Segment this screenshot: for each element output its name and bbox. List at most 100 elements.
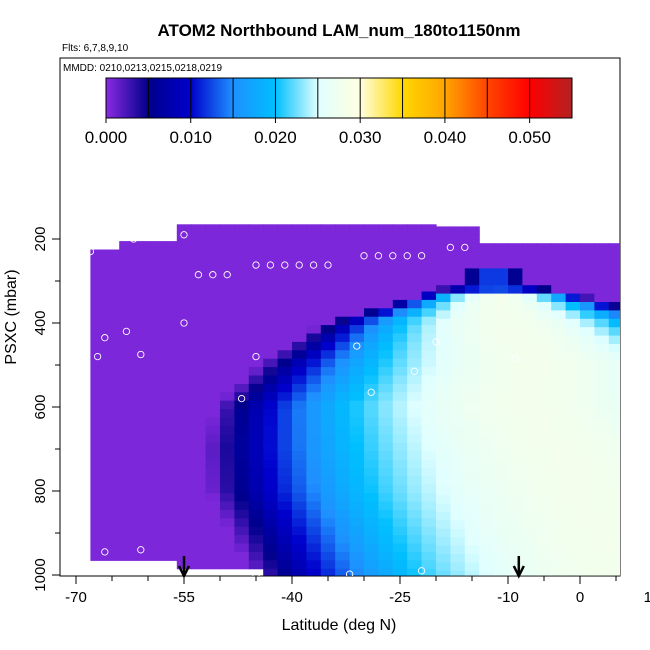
heatmap-cell xyxy=(306,283,322,293)
heatmap-cell xyxy=(176,392,192,402)
heatmap-cell xyxy=(277,299,293,309)
heatmap-cell xyxy=(522,360,538,370)
heatmap-cell xyxy=(176,518,192,528)
heatmap-cell xyxy=(623,327,638,336)
heatmap-cell xyxy=(148,509,163,519)
heatmap-cell xyxy=(450,545,466,555)
heatmap-cell xyxy=(536,478,552,488)
heatmap-cell xyxy=(306,341,322,351)
heatmap-cell xyxy=(493,554,509,563)
heatmap-cell xyxy=(263,341,279,351)
heatmap-cell xyxy=(176,400,192,410)
heatmap-cell xyxy=(464,512,480,521)
heatmap-cell xyxy=(234,526,250,536)
heatmap-cell xyxy=(580,411,595,421)
heatmap-cell xyxy=(90,325,106,335)
heatmap-cell xyxy=(90,249,106,259)
x-tick-label: -70 xyxy=(65,589,87,606)
heatmap-cell xyxy=(493,386,509,395)
heatmap-cell xyxy=(450,344,466,353)
heatmap-cell xyxy=(450,268,466,278)
heatmap-cell xyxy=(522,478,538,488)
heatmap-cell xyxy=(104,274,120,284)
heatmap-cell xyxy=(479,260,495,269)
heatmap-cell xyxy=(378,501,394,511)
heatmap-cell xyxy=(623,529,638,538)
heatmap-cell xyxy=(220,535,235,545)
heatmap-cell xyxy=(608,310,620,320)
heatmap-cell xyxy=(508,545,523,555)
heatmap-cell xyxy=(90,299,106,309)
heatmap-cell xyxy=(436,310,451,320)
heatmap-cell xyxy=(364,299,379,309)
heatmap-cell xyxy=(364,350,379,360)
heatmap-cell xyxy=(119,241,135,251)
heatmap-cell xyxy=(565,436,581,446)
heatmap-cell xyxy=(119,266,135,276)
heatmap-cell xyxy=(594,285,610,295)
heatmap-cell xyxy=(594,369,610,379)
heatmap-cell xyxy=(277,442,293,452)
heatmap-cell xyxy=(421,316,437,326)
heatmap-cell xyxy=(580,394,595,404)
heatmap-cell xyxy=(263,375,279,385)
heatmap-cell xyxy=(104,459,120,469)
heatmap-cell xyxy=(234,308,250,318)
heatmap-cell xyxy=(191,551,207,561)
heatmap-cell xyxy=(292,350,307,360)
heatmap-cell xyxy=(378,509,394,519)
heatmap-cell xyxy=(392,509,408,519)
heatmap-cell xyxy=(378,299,394,309)
heatmap-cell xyxy=(133,375,149,385)
heatmap-cell xyxy=(436,495,451,505)
heatmap-cell xyxy=(565,444,581,454)
heatmap-cell xyxy=(450,562,466,572)
heatmap-cell xyxy=(349,341,365,351)
heatmap-cell xyxy=(421,325,437,335)
heatmap-cell xyxy=(608,503,620,513)
heatmap-cell xyxy=(594,512,610,521)
heatmap-cell xyxy=(191,425,207,435)
heatmap-cell xyxy=(623,310,638,319)
heatmap-cell xyxy=(162,526,178,536)
heatmap-cell xyxy=(493,243,509,253)
heatmap-cell xyxy=(608,470,620,479)
heatmap-cell xyxy=(234,316,250,326)
heatmap-cell xyxy=(162,249,178,259)
heatmap-cell xyxy=(349,325,365,335)
heatmap-cell xyxy=(580,360,595,370)
heatmap-cell xyxy=(248,375,264,385)
heatmap-cell xyxy=(536,470,552,479)
heatmap-cell xyxy=(551,268,567,278)
heatmap-cell xyxy=(638,487,650,496)
heatmap-cell xyxy=(248,266,264,276)
heatmap-cell xyxy=(421,266,437,276)
heatmap-cell xyxy=(392,350,408,360)
heatmap-cell xyxy=(320,341,336,351)
heatmap-cell xyxy=(407,560,423,570)
heatmap-cell xyxy=(464,344,480,353)
heatmap-cell xyxy=(205,400,221,410)
heatmap-cell xyxy=(306,274,322,284)
heatmap-cell xyxy=(638,546,650,555)
heatmap-cell xyxy=(551,402,567,412)
heatmap-cell xyxy=(580,276,595,286)
heatmap-cell xyxy=(292,316,307,326)
heatmap-cell xyxy=(536,310,552,320)
heatmap-cell xyxy=(90,283,106,293)
heatmap-cell xyxy=(608,512,620,521)
heatmap-cell xyxy=(133,459,149,469)
heatmap-cell xyxy=(493,302,509,311)
heatmap-cell xyxy=(508,436,523,446)
heatmap-cell xyxy=(536,419,552,429)
heatmap-cell xyxy=(119,543,135,553)
heatmap-cell xyxy=(263,224,279,234)
heatmap-cell xyxy=(205,484,221,494)
heatmap-cell xyxy=(349,400,365,410)
heatmap-cell xyxy=(306,568,322,576)
heatmap-cell xyxy=(133,392,149,402)
heatmap-cell xyxy=(421,274,437,284)
heatmap-cell xyxy=(162,383,178,393)
heatmap-cell xyxy=(623,277,638,286)
heatmap-cell xyxy=(234,425,250,435)
